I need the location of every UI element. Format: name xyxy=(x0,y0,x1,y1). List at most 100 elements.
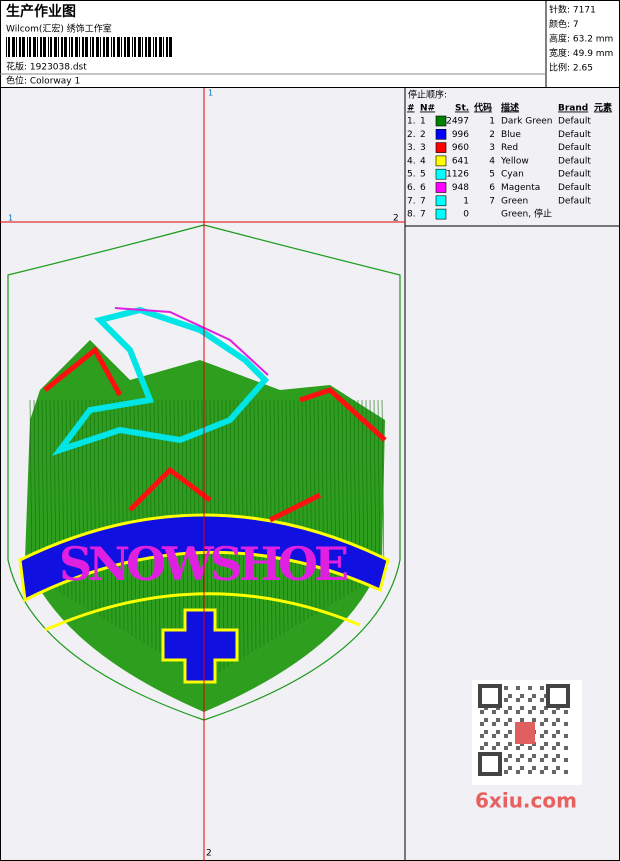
qr-cell xyxy=(528,710,532,714)
code: 5 xyxy=(489,170,495,180)
qr-cell xyxy=(540,686,544,690)
studio: Wilcom(汇宏) 绣饰工作室 xyxy=(6,23,112,35)
stitches: 0 xyxy=(463,210,469,220)
bar xyxy=(19,37,21,57)
qr-cell xyxy=(544,730,548,734)
bar xyxy=(117,37,120,57)
design-file: 花版: 1923038.dst xyxy=(6,61,87,73)
stitch xyxy=(297,399,301,624)
needle: 4 xyxy=(420,156,426,166)
bar xyxy=(22,37,25,57)
qr-cell xyxy=(540,770,544,774)
bar xyxy=(6,37,7,57)
bar xyxy=(121,37,122,57)
row-index: 7. xyxy=(407,196,416,206)
description: Blue xyxy=(501,130,521,140)
qr-cell xyxy=(532,766,536,770)
qr-cell xyxy=(528,758,532,762)
qr-cell xyxy=(504,734,508,738)
qr-cell xyxy=(552,770,556,774)
brand: Default xyxy=(558,130,591,140)
stitch xyxy=(317,399,321,612)
stitch xyxy=(301,399,305,622)
brand: Default xyxy=(558,117,591,127)
row-index: 3. xyxy=(407,143,416,153)
bar xyxy=(169,37,172,57)
qr-cell xyxy=(516,710,520,714)
title: 生产作业图 xyxy=(6,3,76,20)
brand: Default xyxy=(558,156,591,166)
row-index: 2. xyxy=(407,130,416,140)
qr-cell xyxy=(504,722,508,726)
bar xyxy=(79,37,80,57)
stitches: 960 xyxy=(452,143,469,153)
qr-cell xyxy=(520,706,524,710)
marker: 2 xyxy=(393,214,399,224)
qr-cell xyxy=(516,746,520,750)
stat: 宽度: 49.9 mm xyxy=(549,47,613,59)
bar xyxy=(148,37,151,57)
qr-cell xyxy=(484,718,488,722)
stitch xyxy=(33,399,37,579)
qr-cell xyxy=(508,706,512,710)
bar xyxy=(50,37,52,57)
qr-cell xyxy=(528,770,532,774)
bar xyxy=(124,37,126,57)
qr-cell xyxy=(504,710,508,714)
barcode xyxy=(6,37,172,57)
color-swatch xyxy=(435,155,447,167)
bar xyxy=(103,37,105,57)
qr-cell xyxy=(508,754,512,758)
stitch xyxy=(313,399,317,615)
needle: 2 xyxy=(420,130,426,140)
bar xyxy=(37,37,38,57)
qr-cell xyxy=(484,742,488,746)
qr-cell xyxy=(540,722,544,726)
bar xyxy=(159,37,162,57)
qr-cell xyxy=(564,710,568,714)
qr-cell xyxy=(552,746,556,750)
stitches: 996 xyxy=(452,130,469,140)
stitches: 1126 xyxy=(446,170,469,180)
qr-cell xyxy=(520,754,524,758)
watermark: 6xiu.com xyxy=(475,789,577,813)
bar xyxy=(75,37,78,57)
stitch xyxy=(293,399,297,627)
color-swatch xyxy=(435,208,447,220)
qr-cell xyxy=(552,722,556,726)
qr-cell xyxy=(540,758,544,762)
row-index: 5. xyxy=(407,170,416,180)
row-index: 8. xyxy=(407,210,416,220)
stitch xyxy=(377,399,381,576)
qr-cell xyxy=(532,754,536,758)
stitch xyxy=(109,399,113,624)
stitch xyxy=(133,399,137,639)
qr-cell xyxy=(508,766,512,770)
qr-cell xyxy=(508,730,512,734)
qr-cell xyxy=(508,718,512,722)
qr-cell xyxy=(504,770,508,774)
bar xyxy=(92,37,94,57)
stitch xyxy=(285,399,289,631)
qr-cell xyxy=(540,698,544,702)
stitch xyxy=(29,399,33,576)
qr-cell xyxy=(520,766,524,770)
bar xyxy=(166,37,168,57)
bar xyxy=(127,37,130,57)
qr-cell xyxy=(556,730,560,734)
column-header: 代码 xyxy=(473,102,492,114)
qr-cell xyxy=(532,718,536,722)
stitch xyxy=(369,399,373,581)
needle: 5 xyxy=(420,170,426,180)
qr-cell xyxy=(532,694,536,698)
stitch xyxy=(289,399,293,629)
qr-finder xyxy=(546,684,570,708)
qr-cell xyxy=(544,754,548,758)
qr-cell xyxy=(504,698,508,702)
needle: 6 xyxy=(420,183,426,193)
code: 7 xyxy=(489,196,495,206)
bar xyxy=(54,37,57,57)
bar xyxy=(132,37,133,57)
code: 6 xyxy=(489,183,495,193)
column-header: N# xyxy=(420,104,435,114)
